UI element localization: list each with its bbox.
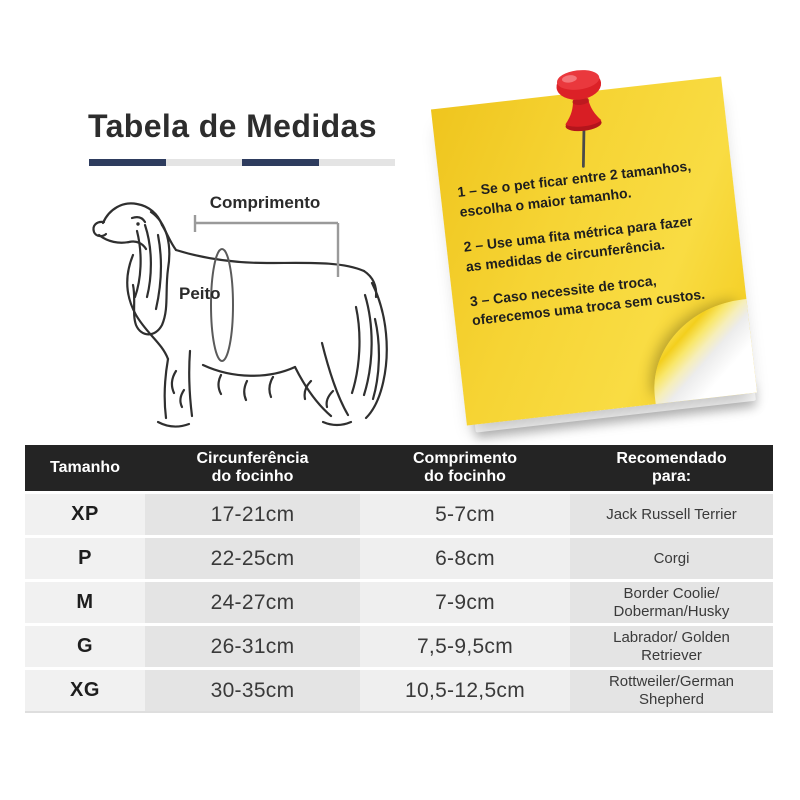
size-cell: M	[25, 582, 145, 623]
length-cell: 7,5-9,5cm	[360, 626, 570, 667]
note-corner-curl	[645, 298, 758, 406]
chest-girth-loop	[210, 248, 234, 362]
circumference-cell: 30-35cm	[145, 670, 360, 713]
underline-segment	[89, 159, 166, 166]
size-cell: XG	[25, 670, 145, 713]
length-measure-line	[193, 215, 340, 277]
circumference-cell: 22-25cm	[145, 538, 360, 579]
table-row: P 22-25cm 6-8cm Corgi	[25, 538, 773, 579]
col-header-circumference: Circunferência do focinho	[145, 445, 360, 491]
recommended-cell: Rottweiler/German Shepherd	[570, 670, 773, 713]
col-header-length: Comprimento do focinho	[360, 445, 570, 491]
length-cell: 6-8cm	[360, 538, 570, 579]
underline-segment	[318, 159, 395, 166]
push-pin-icon	[556, 70, 602, 168]
table-row: XP 17-21cm 5-7cm Jack Russell Terrier	[25, 494, 773, 535]
underline-segment	[242, 159, 319, 166]
length-cell: 10,5-12,5cm	[360, 670, 570, 713]
length-cell: 5-7cm	[360, 494, 570, 535]
page-title: Tabela de Medidas	[88, 108, 377, 144]
table-header-row: Tamanho Circunferência do focinho Compri…	[25, 445, 773, 491]
recommended-cell: Corgi	[570, 538, 773, 579]
recommended-cell: Jack Russell Terrier	[570, 494, 773, 535]
dog-measurement-diagram: Comprimento Peito	[75, 185, 405, 435]
chest-measure-label: Peito	[179, 284, 221, 303]
circumference-cell: 26-31cm	[145, 626, 360, 667]
length-measure-label: Comprimento	[209, 193, 321, 212]
size-cell: P	[25, 538, 145, 579]
dog-line-art-icon	[92, 202, 388, 428]
col-header-size: Tamanho	[25, 445, 145, 491]
length-cell: 7-9cm	[360, 582, 570, 623]
table-row: XG 30-35cm 10,5-12,5cm Rottweiler/German…	[25, 670, 773, 713]
circumference-cell: 24-27cm	[145, 582, 360, 623]
size-table: Tamanho Circunferência do focinho Compri…	[25, 442, 773, 716]
recommended-cell: Labrador/ Golden Retriever	[570, 626, 773, 667]
title-underline	[89, 159, 395, 166]
table-row: G 26-31cm 7,5-9,5cm Labrador/ Golden Ret…	[25, 626, 773, 667]
size-cell: G	[25, 626, 145, 667]
table-row: M 24-27cm 7-9cm Border Coolie/ Doberman/…	[25, 582, 773, 623]
col-header-recommended: Recomendado para:	[570, 445, 773, 491]
circumference-cell: 17-21cm	[145, 494, 360, 535]
size-cell: XP	[25, 494, 145, 535]
underline-segment	[165, 159, 242, 166]
recommended-cell: Border Coolie/ Doberman/Husky	[570, 582, 773, 623]
